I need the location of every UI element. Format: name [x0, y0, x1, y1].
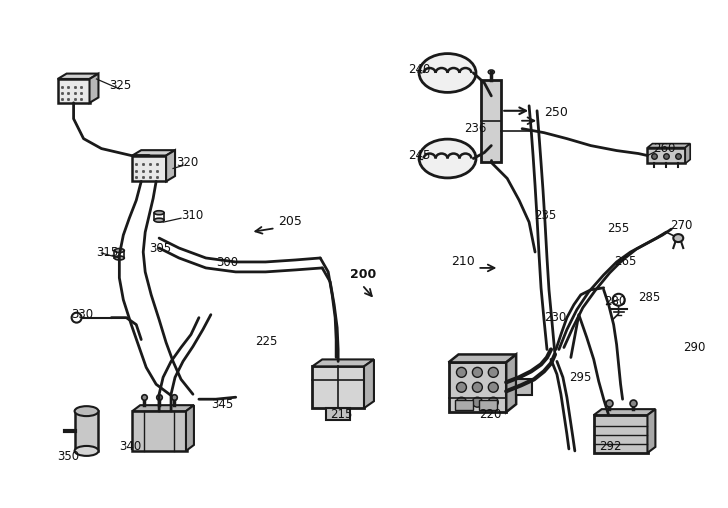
Circle shape	[488, 397, 498, 407]
FancyBboxPatch shape	[326, 408, 350, 420]
Ellipse shape	[673, 234, 684, 242]
FancyBboxPatch shape	[456, 400, 473, 410]
Text: 280: 280	[604, 295, 626, 308]
Circle shape	[456, 383, 467, 392]
Text: 295: 295	[569, 371, 591, 384]
FancyBboxPatch shape	[132, 411, 187, 451]
Ellipse shape	[74, 446, 98, 456]
Circle shape	[488, 367, 498, 377]
Polygon shape	[647, 409, 655, 453]
Polygon shape	[448, 355, 516, 362]
Circle shape	[472, 397, 483, 407]
Polygon shape	[312, 360, 374, 366]
Text: 230: 230	[544, 311, 566, 324]
Circle shape	[456, 397, 467, 407]
Polygon shape	[90, 74, 98, 103]
Text: 210: 210	[451, 255, 475, 268]
Text: 236: 236	[464, 122, 487, 135]
Polygon shape	[132, 150, 175, 155]
Text: 225: 225	[256, 335, 278, 348]
Ellipse shape	[488, 70, 494, 74]
Polygon shape	[506, 355, 516, 412]
Text: 345: 345	[211, 398, 233, 410]
Text: 325: 325	[109, 79, 132, 92]
FancyBboxPatch shape	[479, 400, 497, 410]
FancyBboxPatch shape	[58, 79, 90, 103]
FancyBboxPatch shape	[74, 411, 98, 451]
Ellipse shape	[154, 218, 164, 222]
Text: 215: 215	[331, 407, 352, 421]
Circle shape	[472, 367, 483, 377]
Text: 240: 240	[408, 62, 430, 76]
Text: 260: 260	[654, 142, 676, 155]
Text: 310: 310	[181, 209, 203, 221]
Ellipse shape	[419, 139, 476, 178]
Text: 265: 265	[614, 256, 636, 268]
Text: 315: 315	[97, 245, 119, 259]
Ellipse shape	[154, 211, 164, 215]
Ellipse shape	[114, 248, 124, 252]
Polygon shape	[685, 144, 690, 164]
Text: 220: 220	[479, 407, 502, 421]
Text: 245: 245	[408, 149, 430, 162]
Polygon shape	[364, 360, 374, 408]
Text: 300: 300	[215, 257, 238, 269]
Text: 305: 305	[149, 241, 171, 255]
FancyBboxPatch shape	[132, 155, 166, 181]
Ellipse shape	[419, 54, 476, 92]
FancyBboxPatch shape	[516, 379, 532, 395]
Polygon shape	[647, 144, 690, 148]
Ellipse shape	[74, 406, 98, 416]
Text: 290: 290	[684, 341, 705, 354]
FancyBboxPatch shape	[481, 80, 502, 162]
Text: 250: 250	[544, 106, 568, 119]
Text: 340: 340	[119, 440, 141, 454]
FancyBboxPatch shape	[312, 366, 364, 408]
Text: 285: 285	[638, 291, 661, 304]
Circle shape	[472, 383, 483, 392]
FancyBboxPatch shape	[594, 415, 649, 453]
Text: 235: 235	[534, 209, 556, 221]
Polygon shape	[132, 405, 194, 411]
Ellipse shape	[114, 256, 124, 260]
Polygon shape	[186, 405, 194, 451]
Text: 200: 200	[350, 268, 376, 281]
Text: 205: 205	[279, 215, 302, 228]
Polygon shape	[166, 150, 175, 181]
Circle shape	[488, 383, 498, 392]
Text: 292: 292	[598, 440, 621, 454]
FancyBboxPatch shape	[647, 148, 685, 164]
Text: 270: 270	[670, 218, 692, 232]
Text: 350: 350	[57, 451, 79, 463]
Text: 330: 330	[71, 308, 94, 321]
FancyBboxPatch shape	[448, 362, 506, 412]
Circle shape	[456, 367, 467, 377]
Polygon shape	[594, 409, 655, 415]
Polygon shape	[58, 74, 98, 79]
Text: 255: 255	[606, 221, 629, 235]
Text: 320: 320	[176, 156, 198, 169]
